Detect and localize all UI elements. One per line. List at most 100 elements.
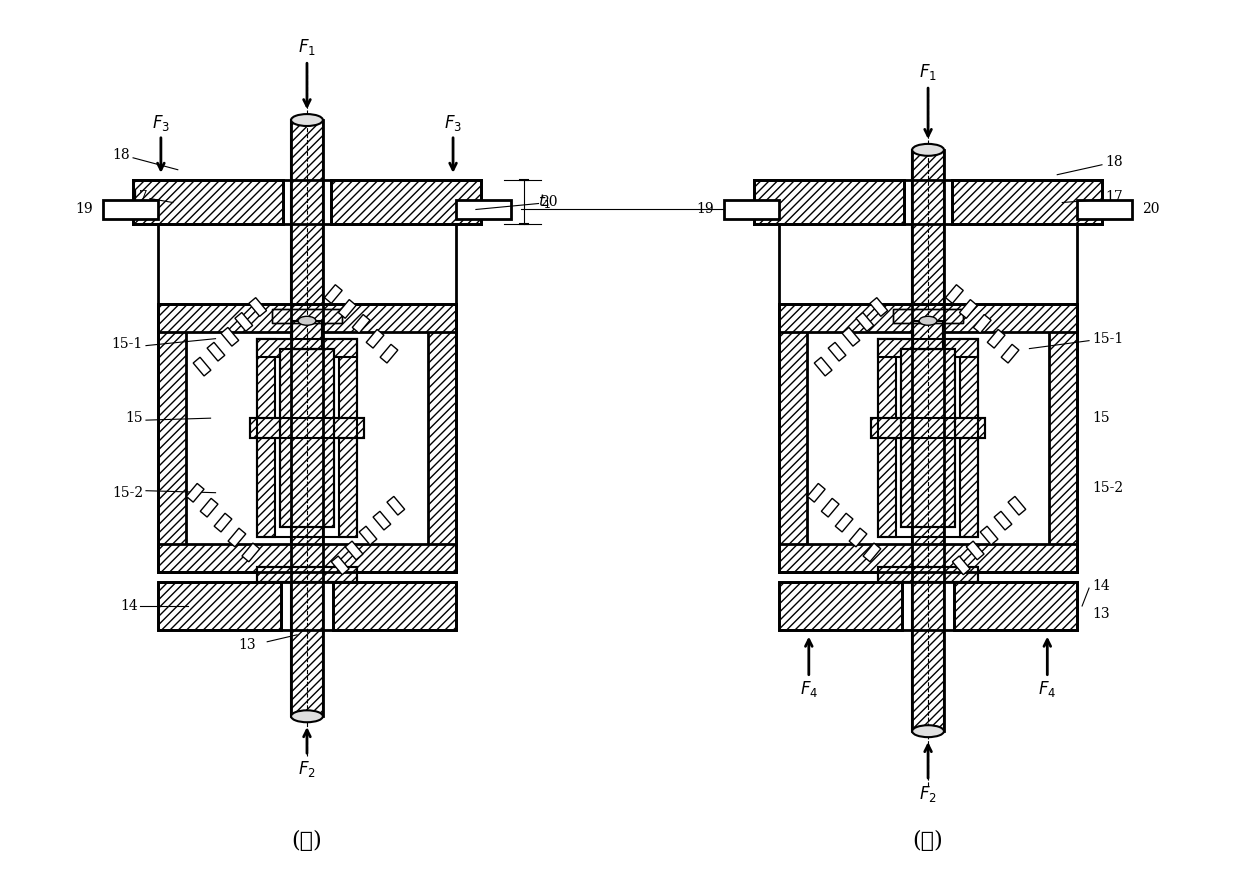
Bar (257, 567, 357, 583)
Bar (157, 544, 456, 572)
Text: $F_2$: $F_2$ (298, 759, 316, 779)
Bar (339, 299, 356, 318)
Text: 15-2: 15-2 (1092, 480, 1123, 495)
Bar (242, 543, 259, 562)
Bar (291, 120, 322, 717)
Bar (952, 179, 1102, 225)
Bar (273, 309, 342, 322)
Bar (913, 321, 942, 349)
Bar (133, 179, 283, 225)
Text: 15-1: 15-1 (112, 337, 143, 351)
Bar (387, 496, 404, 515)
Text: 15: 15 (125, 411, 143, 425)
Bar (842, 328, 859, 346)
Bar (157, 304, 456, 572)
Bar (352, 314, 370, 333)
Bar (973, 314, 991, 333)
Bar (893, 309, 962, 322)
Text: 20: 20 (541, 194, 558, 209)
Bar (807, 483, 825, 502)
Bar (215, 513, 232, 532)
Bar (954, 583, 1078, 630)
Text: 14: 14 (1092, 579, 1110, 593)
Text: $F_3$: $F_3$ (444, 113, 463, 133)
Text: 13: 13 (238, 638, 257, 652)
Bar (981, 527, 998, 545)
Text: $F_1$: $F_1$ (919, 62, 937, 83)
Bar (863, 543, 880, 562)
Bar (870, 418, 986, 438)
Bar (900, 349, 955, 527)
Text: 15-1: 15-1 (1092, 331, 1123, 345)
Bar (966, 541, 985, 559)
Text: 20: 20 (1142, 202, 1159, 217)
Bar (779, 544, 1078, 572)
Bar (1001, 345, 1019, 363)
Bar (193, 357, 211, 376)
Bar (273, 309, 342, 322)
Bar (779, 583, 903, 630)
Text: 17: 17 (130, 189, 148, 203)
Bar (428, 304, 456, 572)
Text: (ａ): (ａ) (291, 829, 322, 852)
Bar (249, 297, 267, 316)
Text: $F_4$: $F_4$ (800, 679, 818, 700)
Bar (280, 349, 335, 527)
Text: $F_4$: $F_4$ (1038, 679, 1056, 700)
Bar (157, 304, 456, 332)
Bar (779, 304, 1078, 332)
Text: 13: 13 (1092, 607, 1110, 621)
Bar (200, 498, 218, 517)
Bar (779, 304, 1078, 572)
Bar (331, 556, 348, 575)
Bar (360, 527, 377, 545)
Bar (249, 418, 365, 438)
Ellipse shape (298, 316, 316, 325)
Text: $F_2$: $F_2$ (919, 784, 937, 804)
Bar (157, 583, 456, 630)
Bar (293, 321, 322, 349)
Bar (257, 338, 357, 537)
Bar (1078, 200, 1132, 219)
Bar (994, 511, 1012, 530)
Ellipse shape (291, 114, 322, 126)
Bar (836, 513, 853, 532)
Ellipse shape (913, 725, 944, 737)
Bar (913, 150, 944, 731)
Ellipse shape (913, 144, 944, 155)
Bar (157, 304, 186, 572)
Bar (221, 328, 239, 346)
Bar (257, 338, 357, 357)
Bar (878, 338, 978, 537)
Bar (345, 541, 363, 559)
Bar (1008, 496, 1025, 515)
Text: $F_1$: $F_1$ (298, 37, 316, 58)
Bar (103, 200, 157, 219)
Bar (186, 483, 205, 502)
Bar (373, 511, 391, 530)
Bar (913, 321, 942, 349)
Bar (234, 313, 253, 331)
Bar (821, 498, 839, 517)
Bar (870, 297, 888, 316)
Bar (828, 343, 846, 361)
Bar (456, 200, 511, 219)
Bar (900, 349, 955, 527)
Text: 14: 14 (120, 599, 138, 613)
Bar (960, 299, 977, 318)
Bar (157, 583, 281, 630)
Text: 15-2: 15-2 (112, 486, 143, 500)
Bar (779, 583, 1078, 630)
Bar (249, 418, 365, 438)
Bar (1049, 304, 1078, 572)
Text: 18: 18 (1105, 155, 1122, 169)
Bar (878, 338, 978, 357)
Bar (878, 567, 978, 583)
Bar (754, 179, 904, 225)
Bar (946, 285, 963, 304)
Bar (960, 338, 978, 537)
Bar (257, 338, 275, 537)
Bar (724, 200, 779, 219)
Text: 18: 18 (113, 147, 130, 162)
Bar (325, 285, 342, 304)
